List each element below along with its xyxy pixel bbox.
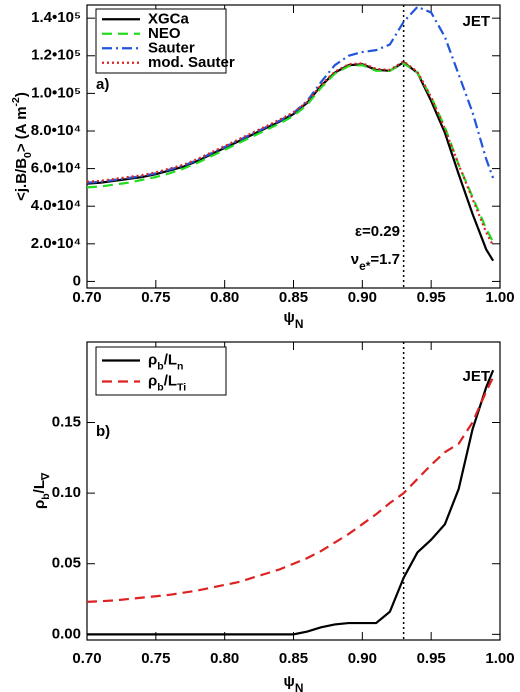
panel-tag: JET	[462, 13, 490, 30]
legend-label: ρb/LTi	[148, 372, 186, 393]
x-tick-label: 0.90	[348, 650, 377, 667]
x-tick-label: 0.80	[210, 650, 239, 667]
y-axis-label: <j.B/B0> (A m-2)	[10, 92, 34, 201]
text-part: > (A m	[13, 106, 30, 152]
series-line	[86, 376, 495, 603]
y-tick-label: 0.05	[52, 555, 81, 572]
annotation: ε=0.29	[355, 223, 400, 240]
subscript: e*	[359, 259, 371, 273]
subscript: b	[40, 493, 52, 499]
x-axis-label: ψN	[284, 309, 304, 331]
series-line	[86, 60, 495, 247]
y-axis-label: ρb/L∇	[31, 472, 52, 509]
subscript: b	[157, 360, 163, 372]
text-part: /L	[164, 372, 177, 389]
x-tick-label: 0.95	[417, 650, 446, 667]
x-tick-label: 1.00	[485, 650, 514, 667]
y-tick-label: 2.0•10⁴	[31, 235, 81, 252]
y-tick-label: 0.15	[52, 413, 81, 430]
x-tick-label: 0.95	[417, 289, 446, 306]
y-tick-label: 4.0•10⁴	[31, 197, 81, 214]
legend-label: XGCa	[148, 10, 190, 27]
annotation: νe*=1.7	[351, 251, 400, 273]
y-tick-label: 1.2•10⁵	[31, 47, 81, 64]
legend-box	[95, 346, 227, 396]
subscript: n	[177, 360, 183, 372]
legend-label: NEO	[148, 25, 181, 42]
series-line	[86, 5, 495, 184]
text-part: ε=0.29	[355, 223, 400, 240]
series-line	[86, 61, 495, 262]
text-part: )	[13, 92, 30, 97]
y-tick-label: 0.10	[52, 484, 81, 501]
panel-label: b)	[96, 423, 110, 440]
panel-label: a)	[96, 76, 109, 93]
x-tick-label: 0.85	[279, 650, 308, 667]
x-tick-label: 0.70	[72, 650, 101, 667]
text-part: ρ	[148, 351, 157, 368]
x-tick-label: 0.90	[348, 289, 377, 306]
series-line	[86, 62, 495, 243]
subscript: 0	[22, 152, 34, 158]
legend-label: Sauter	[148, 39, 195, 56]
subscript: ∇	[40, 472, 52, 481]
text-part: ρ	[31, 500, 48, 509]
text-part: mod. Sauter	[148, 54, 235, 71]
y-tick-label: 8.0•10⁴	[31, 122, 81, 139]
x-axis-label: ψN	[284, 673, 304, 692]
text-part: NEO	[148, 25, 181, 42]
subscript: N	[295, 681, 304, 692]
subscript: b	[157, 381, 163, 393]
x-tick-label: 0.75	[141, 650, 170, 667]
text-part: ψ	[284, 673, 295, 690]
x-tick-label: 0.85	[279, 289, 308, 306]
y-tick-label: 6.0•10⁴	[31, 160, 81, 177]
text-part: ψ	[284, 309, 295, 326]
x-tick-label: 0.70	[72, 289, 101, 306]
legend-label: ρb/Ln	[148, 351, 183, 372]
y-tick-label: 1.4•10⁵	[31, 9, 81, 26]
subscript: N	[295, 317, 304, 331]
text-part: /L	[31, 480, 48, 493]
subscript: Ti	[177, 381, 186, 393]
x-tick-label: 1.00	[485, 289, 514, 306]
text-part: ρ	[148, 372, 157, 389]
text-part: <j.B/B	[13, 158, 30, 201]
y-tick-label: 1.0•10⁵	[31, 84, 81, 101]
text-part: =1.7	[370, 251, 400, 268]
series-line	[87, 369, 495, 636]
text-part: ν	[351, 251, 359, 268]
x-tick-label: 0.75	[141, 289, 170, 306]
x-tick-label: 0.80	[210, 289, 239, 306]
text-part: Sauter	[148, 39, 195, 56]
y-tick-label: 0	[73, 272, 81, 289]
y-tick-label: 0.00	[52, 625, 81, 642]
text-part: /L	[164, 351, 177, 368]
legend-label: mod. Sauter	[148, 54, 235, 71]
superscript: -2	[10, 97, 22, 106]
panel-tag: JET	[462, 368, 490, 385]
text-part: XGCa	[148, 10, 190, 27]
